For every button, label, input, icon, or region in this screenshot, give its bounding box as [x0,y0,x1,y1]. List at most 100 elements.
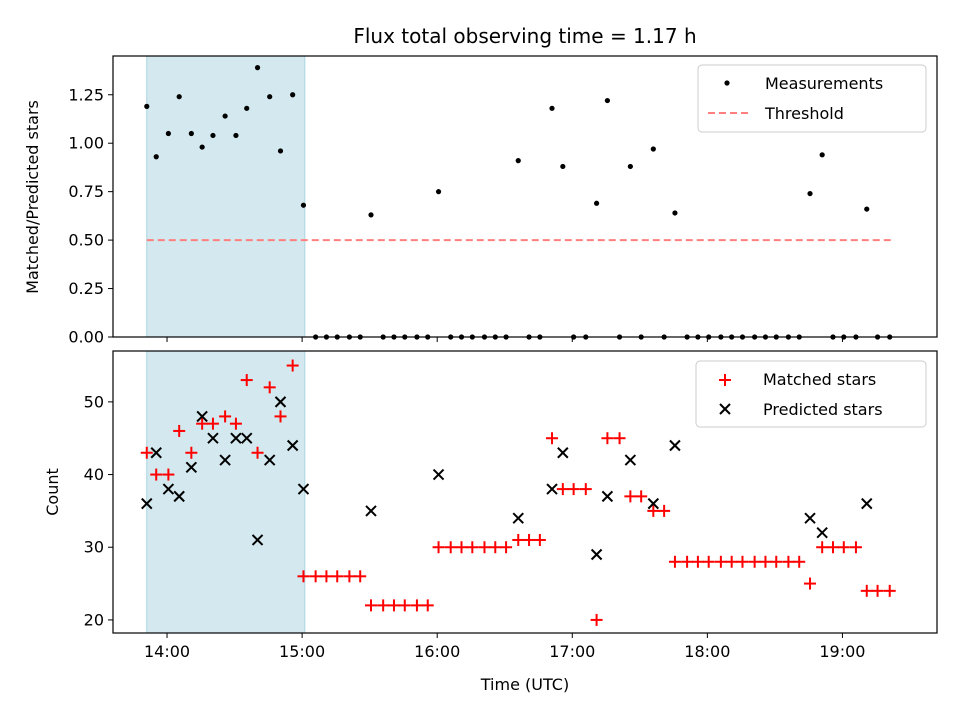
matched-star-point [421,599,434,612]
measurement-point [267,94,273,100]
matched-star-point [647,504,660,517]
matched-star-point [432,541,445,554]
matched-star-point [512,533,525,546]
measurement-point [254,65,261,71]
predicted-star-point [141,497,153,510]
matched-star-point [229,417,242,430]
measurement-point [199,144,205,150]
matched-star-point [658,504,671,517]
predicted-star-point [274,396,287,408]
matched-star-point [691,555,704,568]
predicted-star-point [365,505,377,517]
predicted-star-point [297,483,310,495]
matched-star-point [702,555,715,568]
bottom-legend-box [695,360,927,428]
matched-star-point [613,432,626,445]
top-legend: Measurements Threshold [697,64,927,133]
predicted-star-point [251,534,264,546]
measurement-point [864,206,870,212]
matched-star-point [343,570,356,583]
top-y-tick-label: 1.25 [68,85,104,104]
predicted-star-point [624,454,637,466]
matched-star-point [500,541,513,554]
matched-star-point [455,541,468,554]
matched-star-point [354,570,367,583]
matched-star-point [590,613,603,626]
measurement-point [368,212,374,218]
measurement-point [144,103,150,109]
matched-star-point [196,417,209,430]
top-legend-box [697,64,927,133]
matched-star-point [579,483,592,496]
predicted-star-point [861,497,873,510]
measurement-point [165,130,171,137]
predicted-star-point [162,483,175,495]
predicted-star-point [173,490,185,503]
measurement-point [807,190,813,197]
legend-measurements-marker [724,80,730,86]
matched-star-point [748,555,761,568]
matched-star-point [263,381,276,394]
matched-star-point [546,432,559,445]
matched-star-point [410,599,423,612]
x-tick-label: 16:00 [414,642,460,661]
matched-star-point [601,432,614,445]
bottom-y-tick-label: 50 [84,392,104,411]
matched-star-point [320,570,333,583]
matched-star-point [398,599,411,612]
matched-star-point [624,490,637,503]
predicted-star-point [601,490,614,503]
matched-star-point [883,584,896,597]
measurement-point [244,105,250,111]
x-tick-label: 14:00 [144,642,190,661]
matched-star-point [837,541,850,554]
matched-star-point [377,599,390,612]
measurement-point [560,163,566,170]
measurement-point [153,154,159,160]
measurement-point [549,105,555,111]
matched-star-point [826,541,839,554]
predicted-star-point [219,454,231,466]
predicted-star-point [590,548,603,561]
matched-star-point [206,417,219,430]
bottom-y-tick-label: 20 [84,610,104,629]
matched-star-point [668,555,681,568]
matched-star-point [816,541,829,554]
predicted-star-point [185,461,198,473]
matched-star-point [782,555,795,568]
top-y-ticks: 0.00 0.25 0.50 0.75 1.00 1.25 [68,85,113,347]
bottom-y-axis-label: Count [43,468,62,516]
measurement-point [222,113,228,119]
matched-star-point [736,555,749,568]
predicted-star-point [816,526,828,539]
measurement-point [672,210,678,216]
matched-star-point [635,490,648,503]
matched-star-point [173,424,186,437]
measurement-point [593,200,600,206]
measurement-point [604,97,611,104]
matched-star-point [714,555,727,568]
top-y-tick-label: 1.00 [68,134,104,153]
matched-star-point [162,468,175,481]
matched-star-point [849,541,862,554]
predicted-star-point [241,432,253,444]
matched-star-point [770,555,783,568]
matched-star-point [185,446,198,459]
matched-star-point [240,374,253,387]
predicted-star-point [150,447,162,459]
matched-star-point [387,599,400,612]
matched-star-point [681,555,694,568]
predicted-star-point [647,497,660,510]
measurement-point [188,130,194,137]
matched-star-point [489,541,502,554]
matched-star-point [871,584,884,597]
matched-star-point [533,533,546,546]
top-y-tick-label: 0.50 [68,231,104,250]
bottom-axes-frame [112,350,938,634]
legend-predicted-marker [719,403,731,415]
matched-star-point [286,359,299,372]
legend-matched-label: Matched stars [763,370,876,389]
measurement-point [233,132,239,139]
